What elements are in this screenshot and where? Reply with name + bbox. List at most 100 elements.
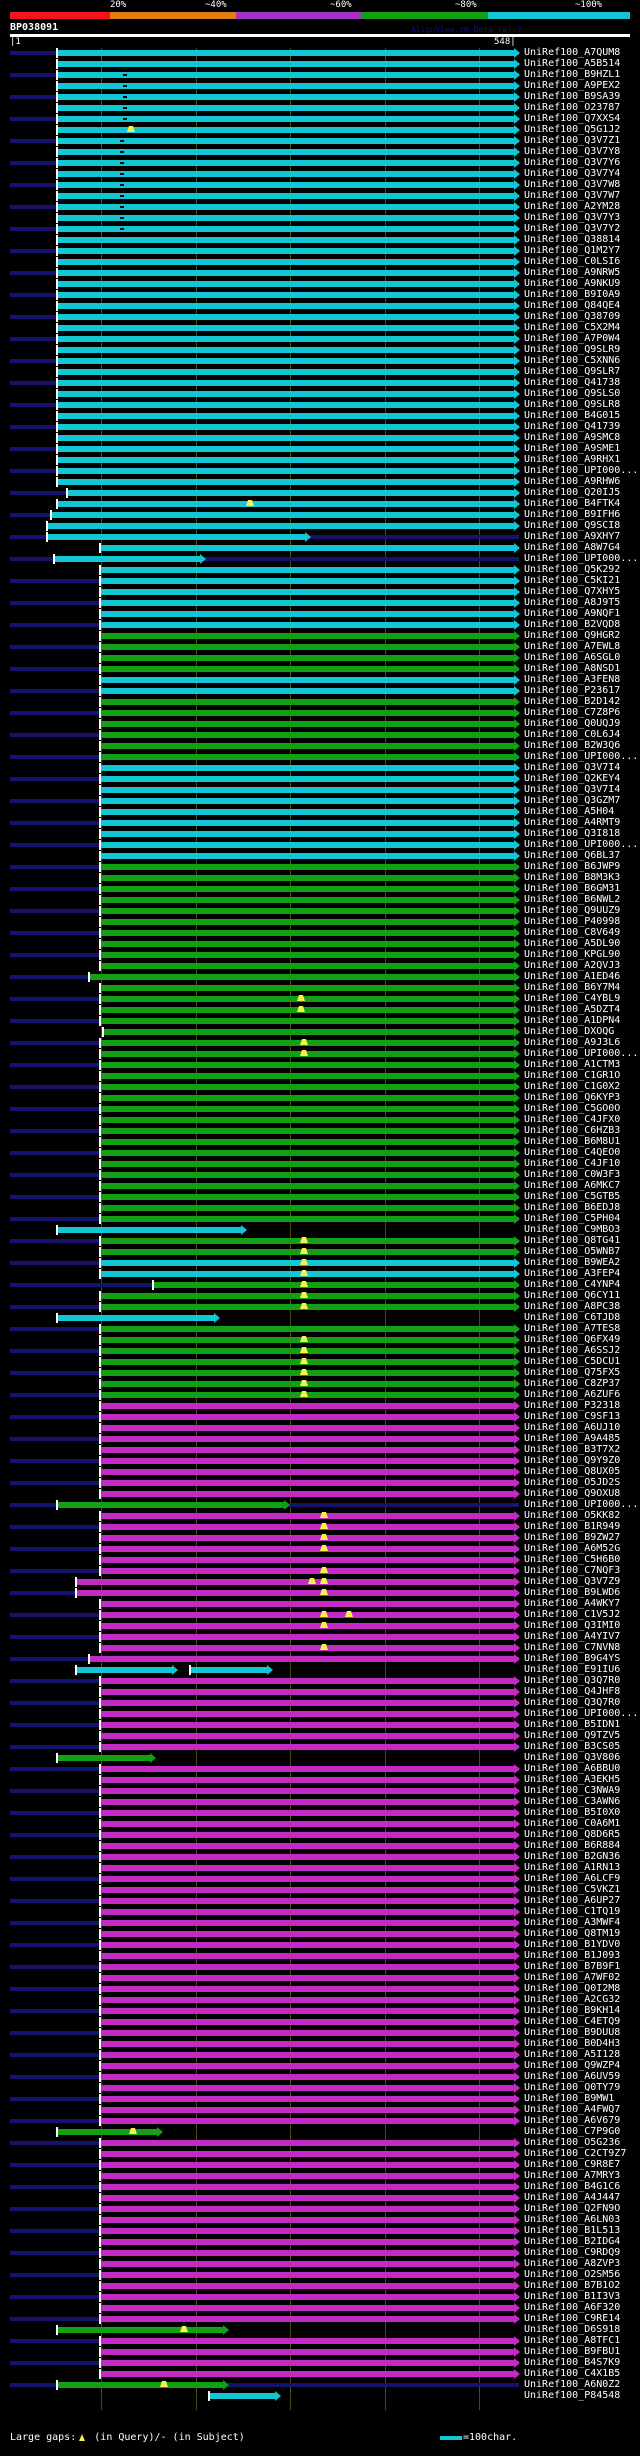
alignment-row-label[interactable]: UniRef100_A6UV59 bbox=[524, 2071, 621, 2082]
alignment-row-label[interactable]: UniRef100_A4J447 bbox=[524, 2192, 621, 2203]
alignment-row-label[interactable]: UniRef100_C4JFX0 bbox=[524, 1114, 621, 1125]
alignment-row-label[interactable]: UniRef100_B6EDJ8 bbox=[524, 1202, 621, 1213]
alignment-bar[interactable] bbox=[56, 270, 514, 276]
alignment-row-label[interactable]: UniRef100_Q0UQJ9 bbox=[524, 718, 621, 729]
alignment-bar[interactable] bbox=[99, 1612, 514, 1618]
alignment-row-label[interactable]: UniRef100_B9HZL1 bbox=[524, 69, 621, 80]
alignment-row[interactable]: UniRef100_A9NRW5 bbox=[0, 267, 640, 279]
alignment-bar[interactable] bbox=[56, 2382, 223, 2388]
alignment-row-label[interactable]: UniRef100_KPGL90 bbox=[524, 949, 621, 960]
alignment-row-label[interactable]: UniRef100_A1CTM3 bbox=[524, 1059, 621, 1070]
alignment-row[interactable]: UniRef100_A7P0W4 bbox=[0, 333, 640, 345]
alignment-row[interactable]: UniRef100_Q3V7W8 bbox=[0, 179, 640, 191]
alignment-bar[interactable] bbox=[99, 2228, 514, 2234]
alignment-row[interactable]: UniRef100_C9SF13 bbox=[0, 1411, 640, 1423]
alignment-bar[interactable] bbox=[99, 1183, 514, 1189]
alignment-bar[interactable] bbox=[56, 479, 514, 485]
alignment-row[interactable]: UniRef100_C9R8E7 bbox=[0, 2159, 640, 2171]
alignment-row[interactable]: UniRef100_Q3V7Y6 bbox=[0, 157, 640, 169]
alignment-row[interactable]: UniRef100_A4WKY7 bbox=[0, 1598, 640, 1610]
alignment-bar[interactable] bbox=[99, 1909, 514, 1915]
alignment-row-label[interactable]: UniRef100_Q75FX5 bbox=[524, 1367, 621, 1378]
alignment-row[interactable]: UniRef100_Q6CY11 bbox=[0, 1290, 640, 1302]
alignment-row-label[interactable]: UniRef100_C9MBO3 bbox=[524, 1224, 621, 1235]
alignment-row[interactable]: UniRef100_A6ZUF6 bbox=[0, 1389, 640, 1401]
alignment-row-label[interactable]: UniRef100_B0D4H3 bbox=[524, 2038, 621, 2049]
alignment-row[interactable]: UniRef100_Q3I818 bbox=[0, 828, 640, 840]
alignment-row[interactable]: UniRef100_B2D142 bbox=[0, 696, 640, 708]
alignment-row[interactable]: UniRef100_A3MWF4 bbox=[0, 1917, 640, 1929]
alignment-row-label[interactable]: UniRef100_C0W3F3 bbox=[524, 1169, 621, 1180]
alignment-row-label[interactable]: UniRef100_Q4JHF8 bbox=[524, 1686, 621, 1697]
alignment-row[interactable]: UniRef100_A7QUM8 bbox=[0, 47, 640, 59]
alignment-row-label[interactable]: UniRef100_Q2KEY4 bbox=[524, 773, 621, 784]
alignment-row-label[interactable]: UniRef100_A3EKH5 bbox=[524, 1774, 621, 1785]
alignment-row[interactable]: UniRef100_A9A485 bbox=[0, 1433, 640, 1445]
alignment-bar[interactable] bbox=[56, 457, 514, 463]
alignment-row[interactable]: UniRef100_B3CS05 bbox=[0, 1741, 640, 1753]
alignment-row-label[interactable]: UniRef100_B2GN36 bbox=[524, 1851, 621, 1862]
alignment-row-label[interactable]: UniRef100_A2YM28 bbox=[524, 201, 621, 212]
alignment-bar[interactable] bbox=[99, 809, 514, 815]
alignment-row[interactable]: UniRef100_A4RMT9 bbox=[0, 817, 640, 829]
alignment-bar[interactable] bbox=[99, 1733, 514, 1739]
alignment-bar[interactable] bbox=[99, 1084, 514, 1090]
alignment-bar[interactable] bbox=[99, 985, 514, 991]
alignment-row[interactable]: UniRef100_B0D4H3 bbox=[0, 2038, 640, 2050]
alignment-bar[interactable] bbox=[99, 2305, 514, 2311]
alignment-row[interactable]: UniRef100_B4G1C6 bbox=[0, 2181, 640, 2193]
alignment-bar[interactable] bbox=[88, 974, 514, 980]
alignment-bar[interactable] bbox=[99, 688, 514, 694]
alignment-row-label[interactable]: UniRef100_B4G1C6 bbox=[524, 2181, 621, 2192]
alignment-row-label[interactable]: UniRef100_UPI000... bbox=[524, 1499, 639, 1510]
alignment-row[interactable]: UniRef100_Q3V7Z9 bbox=[0, 1576, 640, 1588]
alignment-bar[interactable] bbox=[56, 226, 514, 232]
alignment-row-label[interactable]: UniRef100_Q3V7Z9 bbox=[524, 1576, 621, 1587]
alignment-row-label[interactable]: UniRef100_B2IDG4 bbox=[524, 2236, 621, 2247]
alignment-row-label[interactable]: UniRef100_A9PEX2 bbox=[524, 80, 621, 91]
alignment-row[interactable]: UniRef100_Q8D6R5 bbox=[0, 1829, 640, 1841]
alignment-bar[interactable] bbox=[56, 413, 514, 419]
alignment-row-label[interactable]: UniRef100_B3CS05 bbox=[524, 1741, 621, 1752]
alignment-bar[interactable] bbox=[99, 732, 514, 738]
alignment-bar[interactable] bbox=[99, 776, 514, 782]
alignment-row[interactable]: UniRef100_B1YDV0 bbox=[0, 1939, 640, 1951]
alignment-row[interactable]: UniRef100_DXOQG bbox=[0, 1026, 640, 1038]
alignment-row-label[interactable]: UniRef100_Q20IJ5 bbox=[524, 487, 621, 498]
alignment-bar[interactable] bbox=[56, 215, 514, 221]
alignment-bar[interactable] bbox=[56, 1755, 150, 1761]
alignment-row[interactable]: UniRef100_Q9WZP4 bbox=[0, 2060, 640, 2072]
alignment-row[interactable]: UniRef100_A5B514 bbox=[0, 58, 640, 70]
alignment-row-label[interactable]: UniRef100_Q41739 bbox=[524, 421, 621, 432]
alignment-row[interactable]: UniRef100_B9HZL1 bbox=[0, 69, 640, 81]
alignment-row-label[interactable]: UniRef100_A9SME1 bbox=[524, 443, 621, 454]
alignment-row-label[interactable]: UniRef100_C1G0X2 bbox=[524, 1081, 621, 1092]
alignment-row-label[interactable]: UniRef100_UPI000... bbox=[524, 839, 639, 850]
alignment-row-label[interactable]: UniRef100_A5B514 bbox=[524, 58, 621, 69]
alignment-bar[interactable] bbox=[99, 1986, 514, 1992]
alignment-row-label[interactable]: UniRef100_Q0I2M8 bbox=[524, 1983, 621, 1994]
alignment-row[interactable]: UniRef100_C5XNN6 bbox=[0, 355, 640, 367]
alignment-bar[interactable] bbox=[56, 160, 514, 166]
alignment-bar[interactable] bbox=[56, 2129, 157, 2135]
alignment-bar[interactable] bbox=[99, 831, 514, 837]
alignment-row-label[interactable]: UniRef100_UPI000... bbox=[524, 1708, 639, 1719]
alignment-bar[interactable] bbox=[99, 1491, 514, 1497]
alignment-row[interactable]: UniRef100_A6V679 bbox=[0, 2115, 640, 2127]
alignment-row[interactable]: UniRef100_Q8TG41 bbox=[0, 1235, 640, 1247]
alignment-row[interactable]: UniRef100_UPI000... bbox=[0, 1708, 640, 1720]
alignment-bar[interactable] bbox=[99, 1645, 514, 1651]
alignment-row[interactable]: UniRef100_A8ZVP3 bbox=[0, 2258, 640, 2270]
alignment-row-label[interactable]: UniRef100_Q41738 bbox=[524, 377, 621, 388]
alignment-row[interactable]: UniRef100_C5PH04 bbox=[0, 1213, 640, 1225]
alignment-row[interactable]: UniRef100_C6HZB3 bbox=[0, 1125, 640, 1137]
alignment-bar[interactable] bbox=[99, 2052, 514, 2058]
alignment-row[interactable]: UniRef100_C1TQ19 bbox=[0, 1906, 640, 1918]
alignment-bar[interactable] bbox=[99, 2283, 514, 2289]
alignment-row-label[interactable]: UniRef100_C4ETQ9 bbox=[524, 2016, 621, 2027]
alignment-row-label[interactable]: UniRef100_C5GTB5 bbox=[524, 1191, 621, 1202]
alignment-row-label[interactable]: UniRef100_A6UP27 bbox=[524, 1895, 621, 1906]
alignment-row[interactable]: UniRef100_Q9SLR9 bbox=[0, 344, 640, 356]
alignment-row[interactable]: UniRef100_UPI000... bbox=[0, 465, 640, 477]
alignment-bar[interactable] bbox=[99, 1524, 514, 1530]
